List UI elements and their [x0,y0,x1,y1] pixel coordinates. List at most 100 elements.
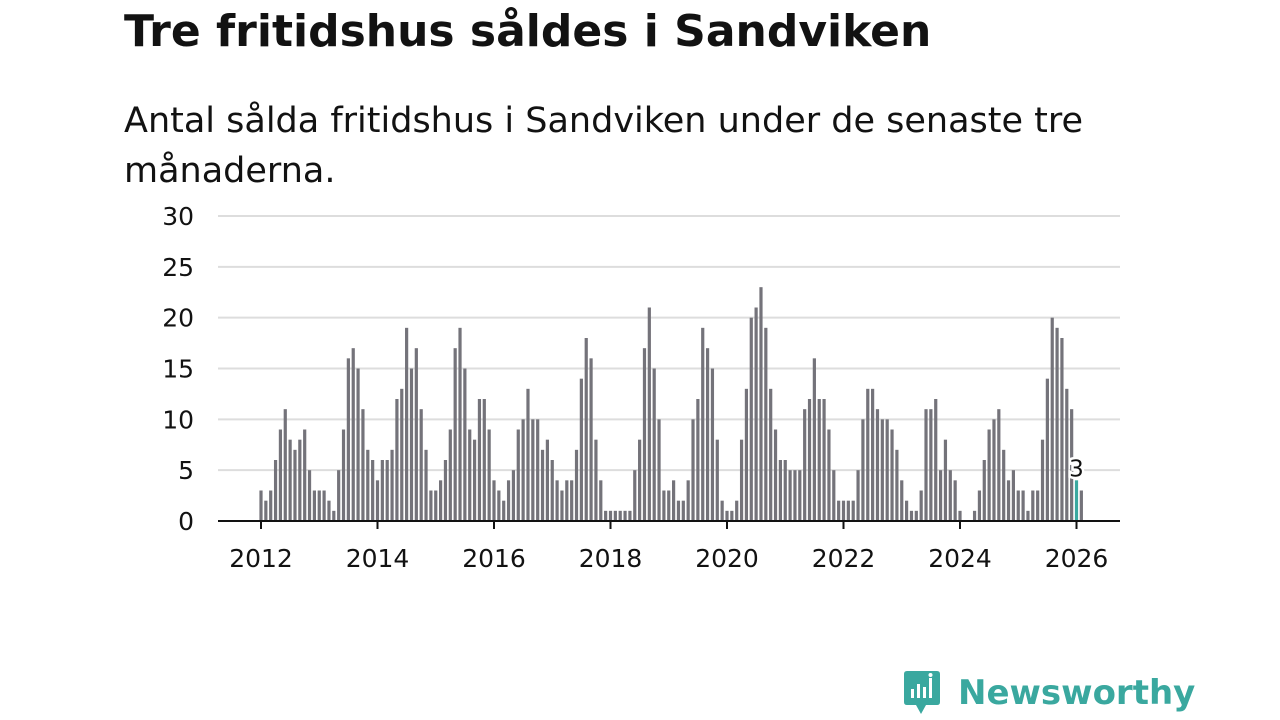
bar [681,500,685,521]
bars [259,287,1083,521]
bar [837,500,841,521]
bar [618,510,622,521]
bar [351,348,355,521]
bar [851,500,855,521]
x-tick-label: 2020 [695,544,759,573]
highlight-value-label: 3 [1069,457,1084,483]
bar [817,399,821,521]
x-tick-label: 2016 [462,544,526,573]
bar [599,480,603,521]
bar [463,368,467,521]
bar [710,368,715,521]
bar [992,419,996,521]
bar [439,480,443,521]
bar [312,490,316,521]
x-tick-label: 2012 [229,544,293,573]
bar [686,480,690,521]
labels: 0 5 10 15 20 25 30 3 2012 2014 2016 2018 2020 2022 202… [162,202,1108,573]
bar [560,490,564,521]
bar [657,419,661,521]
bar [977,490,982,521]
bar [536,419,540,521]
y-tick-label: 5 [178,456,194,485]
newsworthy-brand: Newsworthy [902,668,1195,718]
bar [705,348,710,521]
bar [934,399,938,521]
bar [604,510,608,521]
bar [361,409,365,521]
bar [783,460,787,521]
bar [1070,409,1074,521]
bar [366,449,370,521]
bar [739,439,744,521]
bar [696,399,700,521]
bar [633,470,637,521]
bar [856,470,860,521]
bar [628,510,632,521]
x-tick-label: 2014 [346,544,410,573]
bar [769,388,773,521]
bar [400,388,404,521]
bar [608,510,613,521]
bar [958,510,962,521]
bar [448,429,452,521]
bar [885,419,889,521]
bar [477,399,482,521]
y-tick-label: 15 [162,355,194,384]
bar [574,449,579,521]
bar [341,429,346,521]
bar [725,510,729,521]
bar [589,358,593,521]
bar [492,480,496,521]
bar [288,439,292,521]
bar [298,439,302,521]
bar [273,460,278,521]
bar [1050,317,1054,521]
bar [346,358,350,521]
bar [749,317,753,521]
bar [453,348,457,521]
bar [429,490,433,521]
bar [987,429,991,521]
bar [798,470,802,521]
bar [715,439,719,521]
bar [303,429,307,521]
bar [764,327,768,521]
x-tick-label: 2018 [579,544,643,573]
bar [322,490,326,521]
x-tick-label: 2024 [928,544,992,573]
bar [822,399,826,521]
bar [662,490,666,521]
bar [414,348,418,521]
bar [526,388,530,521]
axes [218,520,1120,529]
bar [929,409,933,521]
bar [943,439,948,521]
bar [540,449,545,521]
bar [506,480,511,521]
bar [594,439,598,521]
bar [861,419,865,521]
bar [672,480,676,521]
bar [613,510,617,521]
bar [356,368,360,521]
bar [1060,338,1064,521]
bar [1002,449,1006,521]
bar [866,388,870,521]
bar [570,480,574,521]
bar [1016,490,1020,521]
bar [375,480,380,521]
bar [584,338,588,521]
bar [919,490,923,521]
bar [744,388,749,521]
bar [812,358,816,521]
x-tick-label: 2026 [1045,544,1109,573]
bar [827,429,831,521]
grid-lines [218,215,1120,472]
bar [832,470,836,521]
bar [337,470,341,521]
bar [905,500,909,521]
bar [371,460,375,521]
bar [638,439,642,521]
bar [419,409,423,521]
